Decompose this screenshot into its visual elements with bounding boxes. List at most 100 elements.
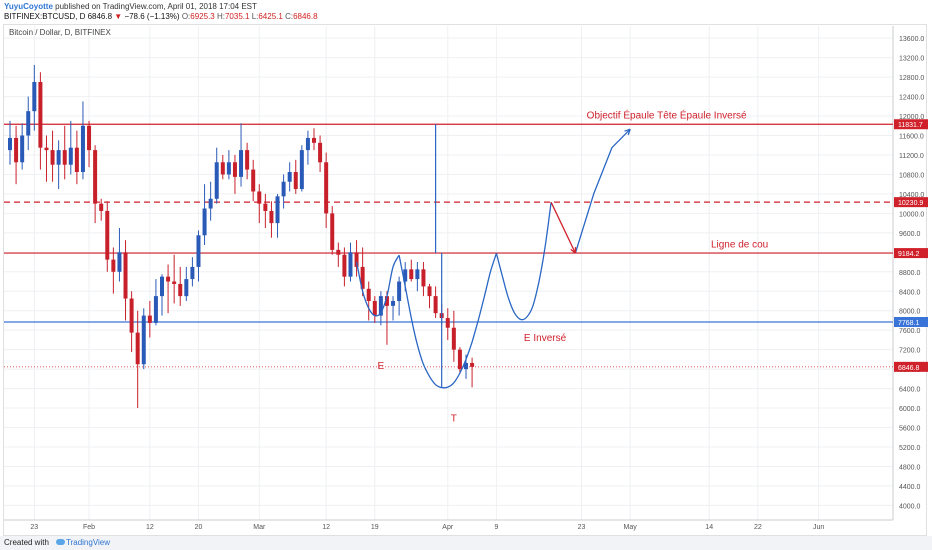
price-chart[interactable]: 4000.0 4400.0 4800.0 5200.0 5600.0 6000.0 6400… <box>0 0 932 536</box>
tradingview-link[interactable]: TradingView <box>66 538 111 547</box>
footer: Created with TradingView <box>0 536 932 550</box>
candle-body <box>239 150 244 177</box>
right-shoulder-curve <box>495 202 552 321</box>
candle-body <box>129 298 134 333</box>
annotation-label: T <box>451 414 457 425</box>
y-tick-label: 12800.0 <box>899 75 924 82</box>
candle-body <box>87 125 92 151</box>
candle-body <box>470 363 475 367</box>
candle-body <box>184 279 189 297</box>
retrace-arrowhead <box>570 247 577 254</box>
tradingview-cloud-icon <box>56 539 65 545</box>
y-tick-label: 8800.0 <box>899 270 921 277</box>
candle-body <box>190 266 195 280</box>
y-tick-label: 10800.0 <box>899 172 924 179</box>
candle-body <box>445 318 450 328</box>
candle-body <box>153 296 158 323</box>
created-with-text: Created with <box>4 538 49 547</box>
candles <box>8 64 475 409</box>
price-tag-label: 7768.1 <box>898 320 920 327</box>
x-tick-label: 12 <box>322 524 330 531</box>
author-link[interactable]: YuyuCoyotte <box>4 2 53 11</box>
candle-body <box>433 296 438 314</box>
annotation-label: Objectif Épaule Tête Épaule Inversé <box>587 108 747 121</box>
open-value: 6925.3 <box>190 12 215 21</box>
candle-body <box>220 162 225 175</box>
price-tag-bg <box>894 248 928 259</box>
candle-body <box>384 296 389 306</box>
candle-body <box>312 137 316 143</box>
low-label: L: <box>251 12 259 21</box>
candle-body <box>56 150 61 165</box>
candle-body <box>202 208 207 236</box>
candle-body <box>20 135 25 163</box>
pattern-drawings <box>355 124 631 389</box>
high-label: H: <box>216 12 225 21</box>
head-curve <box>398 253 498 389</box>
candle-body <box>378 296 383 316</box>
grid <box>4 26 893 520</box>
candle-body <box>123 252 128 299</box>
candle-body <box>354 252 359 267</box>
annotation-label: E <box>378 361 385 372</box>
breakout-line <box>574 128 631 254</box>
candle-body <box>403 269 408 282</box>
candle-body <box>232 162 237 177</box>
candle-body <box>293 172 298 190</box>
x-tick-label: Feb <box>83 524 95 531</box>
y-tick-label: 4400.0 <box>899 484 921 491</box>
x-tick-label: Jun <box>813 524 824 531</box>
candle-body <box>299 150 304 190</box>
breakout-arrowhead <box>624 128 631 136</box>
candle-body <box>8 137 12 151</box>
y-tick-label: 8000.0 <box>899 309 921 316</box>
candle-body <box>409 269 414 280</box>
y-tick-label: 13200.0 <box>899 56 924 63</box>
price-tag-label: 6846.8 <box>898 365 920 372</box>
x-tick-label: 9 <box>494 524 498 531</box>
annotations: Objectif Épaule Tête Épaule Inversé Ligne… <box>378 108 769 424</box>
price-tags: 11831.7 10230.9 9184.2 7768.1 6846.8 <box>894 119 928 372</box>
price-tag-bg <box>894 197 928 208</box>
price-tag-bg <box>894 119 928 130</box>
candle-body <box>251 169 256 192</box>
candle-body <box>372 300 377 316</box>
high-value: 7035.1 <box>224 12 250 21</box>
publish-text: published on TradingView.com, April 01, … <box>55 2 257 11</box>
candle-body <box>166 276 171 282</box>
price-tag-bg <box>894 361 928 372</box>
chart-title-label: Bitcoin / Dollar, D, BITFINEX <box>9 28 111 37</box>
candle-body <box>324 162 329 214</box>
candle-body <box>457 349 462 370</box>
last-price: 6846.8 <box>87 12 113 21</box>
x-tick-label: 19 <box>371 524 379 531</box>
candle-body <box>269 210 274 224</box>
x-tick-label: May <box>624 524 638 531</box>
candle-body <box>147 315 152 323</box>
candle-body <box>226 162 231 175</box>
price-tag-label: 10230.9 <box>898 200 923 207</box>
candle-body <box>62 150 67 165</box>
annotation-label: Ligne de cou <box>711 239 768 250</box>
y-tick-label: 7200.0 <box>899 348 921 355</box>
y-tick-label: 4800.0 <box>899 464 921 471</box>
candle-body <box>178 283 183 297</box>
y-tick-label: 6400.0 <box>899 387 921 394</box>
candle-body <box>135 332 140 365</box>
candle-body <box>427 286 432 297</box>
price-tag-label: 9184.2 <box>898 251 920 258</box>
y-tick-label: 5200.0 <box>899 445 921 452</box>
close-label: C: <box>285 12 294 21</box>
candle-body <box>464 363 468 370</box>
candle-body <box>44 147 49 151</box>
candle-body <box>105 210 110 260</box>
publish-info: YuyuCoyotte published on TradingView.com… <box>4 2 257 11</box>
candle-body <box>330 213 335 250</box>
candle-body <box>196 235 201 267</box>
candle-body <box>257 191 262 204</box>
change-arrow: ▼ <box>114 12 123 21</box>
x-tick-label: 23 <box>578 524 586 531</box>
x-tick-label: 12 <box>146 524 154 531</box>
candle-body <box>141 315 146 365</box>
chart-frame[interactable] <box>3 24 927 536</box>
